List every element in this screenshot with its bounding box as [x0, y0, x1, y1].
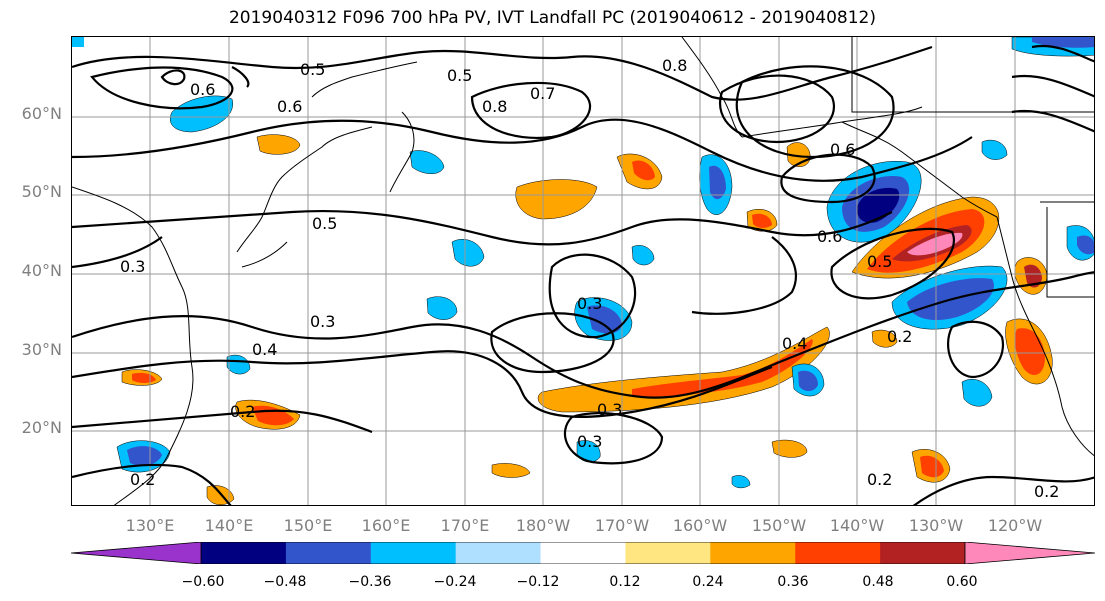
lon-label-160w: 160°W — [672, 516, 728, 535]
colorbar-segment — [880, 542, 966, 564]
contour-labels: 0.5 0.5 0.6 0.6 0.8 0.7 0.8 0.6 0.6 0.5 … — [120, 56, 1059, 501]
colorbar-segment — [370, 542, 457, 564]
lon-label-160e: 160°E — [361, 516, 411, 535]
colorbar-segment — [710, 542, 796, 564]
colorbar-tick: 0.24 — [692, 574, 724, 590]
contour-label: 0.3 — [577, 294, 602, 313]
graticule — [72, 37, 1094, 505]
positive-anomaly-subtropical-streak — [537, 326, 830, 413]
colorbar-tick: −0.24 — [433, 574, 477, 590]
contour-label: 0.2 — [130, 470, 155, 489]
colorbar-tick: −0.12 — [516, 574, 560, 590]
colorbar-tick: −0.36 — [348, 574, 392, 590]
lat-label-50n: 50°N — [21, 182, 62, 201]
lon-label-140w: 140°W — [829, 516, 885, 535]
lat-label-40n: 40°N — [21, 261, 62, 280]
colorbar-tick: 0.12 — [609, 574, 641, 590]
contour-label: 0.7 — [530, 84, 555, 103]
lon-label-150w: 150°W — [751, 516, 807, 535]
contour-label: 0.6 — [817, 227, 842, 246]
colorbar-tick: −0.48 — [263, 574, 307, 590]
lon-label-150e: 150°E — [283, 516, 333, 535]
contour-label: 0.6 — [830, 140, 855, 159]
contour-label: 0.5 — [867, 252, 892, 271]
contour-label: 0.3 — [310, 312, 335, 331]
contour-label: 0.2 — [867, 470, 892, 489]
contour-label: 0.6 — [277, 97, 302, 116]
colorbar-segment — [285, 542, 372, 564]
colorbar-segment — [201, 542, 287, 564]
lat-label-30n: 30°N — [21, 340, 62, 359]
lon-label-140e: 140°E — [204, 516, 254, 535]
colorbar-segment — [455, 542, 542, 564]
contour-label: 0.3 — [597, 400, 622, 419]
map-panel: 0.5 0.5 0.6 0.6 0.8 0.7 0.8 0.6 0.6 0.5 … — [71, 36, 1095, 506]
contour-label: 0.8 — [482, 97, 507, 116]
contour-label: 0.2 — [887, 327, 912, 346]
contour-label: 0.3 — [120, 257, 145, 276]
colorbar-tick: −0.60 — [181, 574, 225, 590]
lon-label-180w: 180°W — [515, 516, 571, 535]
contour-label: 0.5 — [300, 60, 325, 79]
lat-label-60n: 60°N — [21, 104, 62, 123]
contour-label: 0.6 — [190, 80, 215, 99]
lon-label-130e: 130°E — [125, 516, 175, 535]
contour-label: 0.4 — [782, 334, 807, 353]
lon-label-170e: 170°E — [440, 516, 490, 535]
lon-label-170w: 170°W — [594, 516, 650, 535]
lon-label-120w: 120°W — [987, 516, 1043, 535]
colorbar-tick: 0.36 — [777, 574, 809, 590]
lat-label-20n: 20°N — [21, 418, 62, 437]
contour-layer — [72, 44, 1094, 505]
contour-label: 0.2 — [230, 402, 255, 421]
contour-label: 0.3 — [577, 432, 602, 451]
contour-label: 0.5 — [312, 214, 337, 233]
colorbar — [71, 542, 1095, 564]
map-canvas: 0.5 0.5 0.6 0.6 0.8 0.7 0.8 0.6 0.6 0.5 … — [72, 37, 1094, 505]
colorbar-segment — [540, 542, 626, 564]
colorbar-tick: 0.48 — [862, 574, 894, 590]
colorbar-segment — [795, 542, 881, 564]
colorbar-tick: 0.60 — [946, 574, 978, 590]
contour-label: 0.8 — [662, 56, 687, 75]
contour-label: 0.2 — [1034, 482, 1059, 501]
colorbar-segment — [625, 542, 711, 564]
contour-label: 0.4 — [252, 340, 277, 359]
contour-label: 0.5 — [447, 66, 472, 85]
lon-label-130w: 130°W — [908, 516, 964, 535]
chart-title: 2019040312 F096 700 hPa PV, IVT Landfall… — [228, 8, 876, 28]
